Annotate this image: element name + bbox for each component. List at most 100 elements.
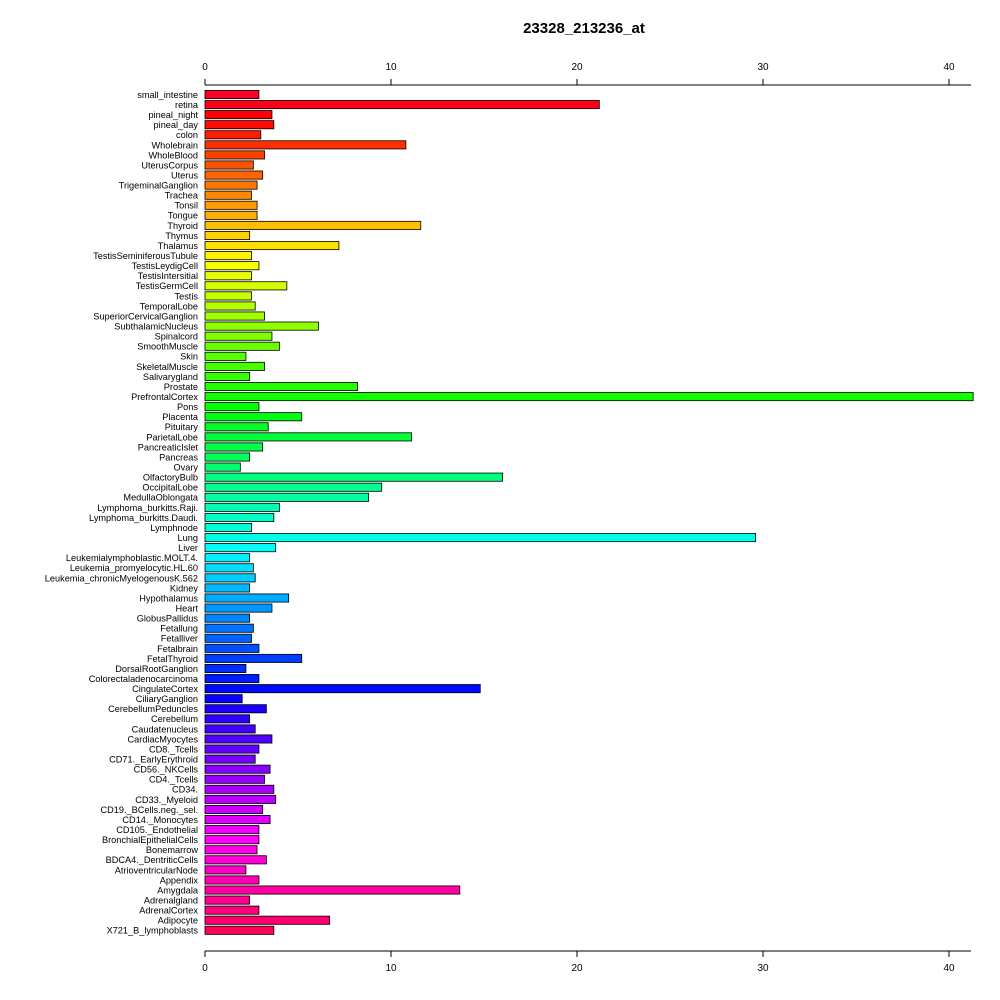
category-label: Salivarygland	[143, 372, 198, 382]
category-labels: small_intestineretinapineal_nightpineal_…	[45, 90, 199, 936]
category-label: Colorectaladenocarcinoma	[89, 674, 199, 684]
bar	[204, 241, 340, 251]
bar	[204, 885, 461, 895]
bar	[204, 643, 260, 653]
bar	[204, 613, 251, 623]
bar	[204, 563, 254, 573]
category-label: ParietalLobe	[146, 432, 198, 442]
bar	[204, 694, 243, 704]
category-label: Prostate	[164, 382, 198, 392]
category-label: BronchialEpithelialCells	[102, 835, 198, 845]
category-label: Leukemia_promyelocytic.HL.60	[70, 563, 198, 573]
bar	[204, 462, 241, 472]
category-label: Skin	[180, 352, 198, 362]
category-label: CD19._BCells.neg._sel.	[100, 805, 198, 815]
bar	[204, 573, 256, 583]
bar	[204, 502, 280, 512]
bar	[204, 291, 252, 301]
bar	[204, 724, 256, 734]
bottom-axis-tick-label: 0	[202, 963, 208, 974]
bar	[204, 200, 258, 210]
bar	[204, 714, 251, 724]
category-label: GlobusPallidus	[137, 614, 199, 624]
category-label: SmoothMuscle	[137, 342, 198, 352]
top-axis-tick-label: 30	[757, 62, 769, 73]
bar	[204, 492, 370, 502]
bar	[204, 472, 504, 482]
bar	[204, 482, 383, 492]
bar	[204, 110, 273, 120]
category-label: OlfactoryBulb	[143, 473, 198, 483]
bar	[204, 351, 247, 361]
category-label: small_intestine	[137, 90, 198, 100]
category-label: AdrenalCortex	[139, 906, 198, 916]
bar	[204, 835, 260, 845]
category-label: Caudatenucleus	[132, 724, 199, 734]
bar	[204, 442, 264, 452]
category-label: CD56._NKCells	[134, 765, 199, 775]
bottom-axis-tick-label: 20	[571, 963, 583, 974]
category-label: CD8._Tcells	[149, 744, 198, 754]
category-label: colon	[176, 130, 198, 140]
category-label: Kidney	[170, 583, 198, 593]
category-label: CerebellumPeduncles	[108, 704, 198, 714]
category-label: Fetallung	[160, 624, 198, 634]
bar	[204, 663, 247, 673]
bar	[204, 190, 252, 200]
category-label: BDCA4._DentriticCells	[106, 855, 199, 865]
bar	[204, 915, 331, 925]
category-label: CD34.	[172, 785, 198, 795]
bar	[204, 402, 260, 412]
bar	[204, 230, 251, 240]
bar	[204, 603, 273, 613]
category-label: CD14._Monocytes	[122, 815, 198, 825]
bar	[204, 281, 288, 291]
bar	[204, 220, 422, 230]
category-label: Thymus	[165, 231, 198, 241]
bar	[204, 543, 277, 553]
bar	[204, 674, 260, 684]
bar	[204, 271, 252, 281]
bar	[204, 130, 262, 140]
bottom-axis: 0 10 20 30 40	[202, 950, 971, 974]
category-label: CD33._Myeloid	[135, 795, 198, 805]
category-label: Pons	[177, 402, 198, 412]
bottom-axis-tick-label: 10	[385, 963, 397, 974]
category-label: SubthalamicNucleus	[114, 322, 198, 332]
category-label: Leukemialymphoblastic.MOLT.4.	[66, 553, 198, 563]
category-label: X721_B_lymphoblasts	[107, 926, 199, 936]
bar	[204, 905, 260, 915]
category-label: Lymphoma_burkitts.Raji.	[97, 503, 198, 513]
category-label: Adipocyte	[158, 916, 198, 926]
category-label: Trachea	[165, 191, 199, 201]
bar	[204, 583, 251, 593]
category-label: SkeletalMuscle	[136, 362, 198, 372]
bar	[204, 804, 264, 814]
category-label: Tonsil	[175, 201, 199, 211]
category-label: Fetalliver	[161, 634, 198, 644]
category-label: retina	[175, 100, 199, 110]
category-label: Lymphoma_burkitts.Daudi.	[89, 513, 198, 523]
top-axis-tick-label: 0	[202, 62, 208, 73]
bar	[204, 341, 280, 351]
category-label: Pituitary	[165, 422, 199, 432]
bottom-axis-tick-label: 40	[943, 963, 955, 974]
category-label: Appendix	[160, 875, 199, 885]
bar	[204, 180, 258, 190]
bar	[204, 754, 256, 764]
category-label: Tongue	[168, 211, 198, 221]
bar	[204, 422, 269, 432]
category-label: OccipitalLobe	[142, 483, 198, 493]
bar	[204, 371, 251, 381]
bar	[204, 432, 412, 442]
bar	[204, 815, 271, 825]
bar	[204, 925, 275, 935]
bar	[204, 100, 600, 110]
bar	[204, 704, 267, 714]
category-label: CD4._Tcells	[149, 775, 198, 785]
category-label: Ovary	[173, 462, 198, 472]
bar	[204, 140, 407, 150]
category-label: pineal_day	[154, 120, 199, 130]
bar	[204, 452, 251, 462]
